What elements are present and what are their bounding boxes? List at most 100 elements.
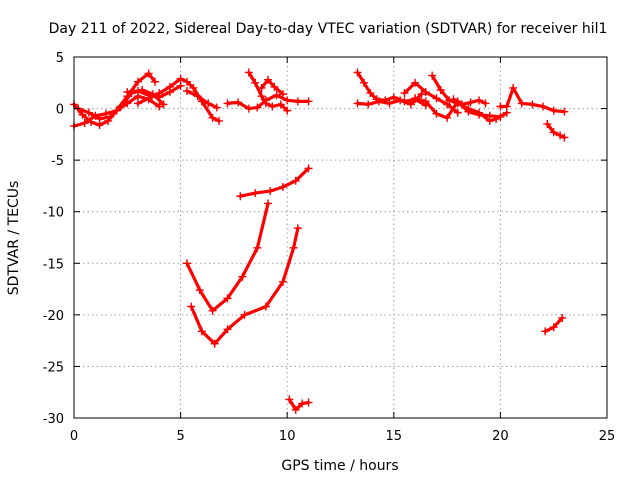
data-point: [428, 71, 437, 80]
data-point: [234, 98, 243, 107]
data-point: [176, 81, 185, 90]
data-point: [283, 106, 292, 115]
data-point: [304, 164, 313, 173]
data-point: [285, 395, 294, 404]
data-point: [293, 97, 302, 106]
chart-title: Day 211 of 2022, Sidereal Day-to-day VTE…: [49, 21, 608, 37]
y-tick-label: 5: [56, 51, 64, 66]
data-point: [359, 78, 368, 87]
data-point: [396, 96, 405, 105]
data-point: [238, 272, 247, 281]
data-point: [244, 68, 253, 77]
data-point: [417, 90, 426, 99]
data-point: [411, 94, 420, 103]
data-point: [78, 110, 87, 119]
data-point: [283, 96, 292, 105]
y-tick-label: -10: [43, 206, 64, 221]
series-arc-9: [257, 75, 287, 99]
data-point: [182, 259, 191, 268]
data-point: [261, 302, 270, 311]
data-point: [261, 99, 270, 108]
data-point: [278, 277, 287, 286]
series-line: [189, 226, 300, 346]
data-point: [278, 182, 287, 191]
data-point: [549, 323, 558, 332]
data-point: [133, 87, 142, 96]
data-point: [291, 176, 300, 185]
data-point: [240, 310, 249, 319]
data-point: [144, 91, 153, 100]
data-point: [182, 77, 191, 86]
data-point: [458, 100, 467, 109]
data-point: [406, 100, 415, 109]
data-point: [276, 100, 285, 109]
plot-frame: [73, 56, 608, 419]
series-line: [287, 397, 311, 412]
series-line: [260, 78, 285, 96]
data-point: [208, 113, 217, 122]
data-point: [155, 102, 164, 111]
data-point: [155, 93, 164, 102]
data-point: [436, 86, 445, 95]
data-point: [223, 325, 232, 334]
series-arc-15: [449, 95, 490, 109]
data-point: [133, 99, 142, 108]
data-point: [353, 68, 362, 77]
data-point: [509, 83, 518, 92]
data-point: [364, 100, 373, 109]
series-arc-6: [182, 87, 221, 112]
data-point: [453, 108, 462, 117]
series-arc-11: [353, 90, 426, 109]
data-point: [291, 405, 300, 414]
data-point: [475, 108, 484, 117]
x-tick-label: 15: [386, 429, 403, 444]
data-point: [411, 78, 420, 87]
data-point: [466, 98, 475, 107]
data-point: [95, 114, 104, 123]
data-point: [182, 87, 191, 96]
data-point: [144, 69, 153, 78]
data-point: [223, 99, 232, 108]
series-arc-17: [543, 120, 569, 142]
data-point: [272, 91, 281, 100]
data-point: [257, 83, 266, 92]
series-line: [402, 81, 460, 115]
data-point: [432, 94, 441, 103]
x-tick-label: 20: [492, 429, 509, 444]
data-point: [236, 192, 245, 201]
data-point: [151, 77, 160, 86]
series-arc-20: [187, 224, 302, 348]
data-point: [223, 294, 232, 303]
data-point: [560, 107, 569, 116]
series-line: [545, 122, 566, 140]
data-point: [189, 83, 198, 92]
series-line: [430, 74, 498, 123]
data-point: [432, 109, 441, 118]
data-point: [366, 89, 375, 98]
data-point: [195, 286, 204, 295]
data-point: [270, 82, 279, 91]
data-point: [106, 112, 115, 121]
series-arc-5: [123, 81, 185, 102]
data-point: [208, 306, 217, 315]
data-point: [214, 116, 223, 125]
data-point: [210, 339, 219, 348]
data-point: [304, 398, 313, 407]
data-point: [556, 131, 565, 140]
data-point: [264, 199, 273, 208]
series-arc-18: [236, 164, 313, 201]
data-point: [123, 88, 132, 97]
data-point: [502, 102, 511, 111]
y-tick-label: 0: [56, 103, 64, 118]
data-point: [193, 92, 202, 101]
data-point: [549, 128, 558, 137]
data-point: [264, 75, 273, 84]
data-point: [84, 108, 93, 117]
series-arc-16: [496, 83, 569, 116]
x-tick-label: 0: [70, 429, 78, 444]
data-point: [485, 116, 494, 125]
data-point: [443, 100, 452, 109]
data-point: [541, 327, 550, 336]
data-point: [528, 100, 537, 109]
